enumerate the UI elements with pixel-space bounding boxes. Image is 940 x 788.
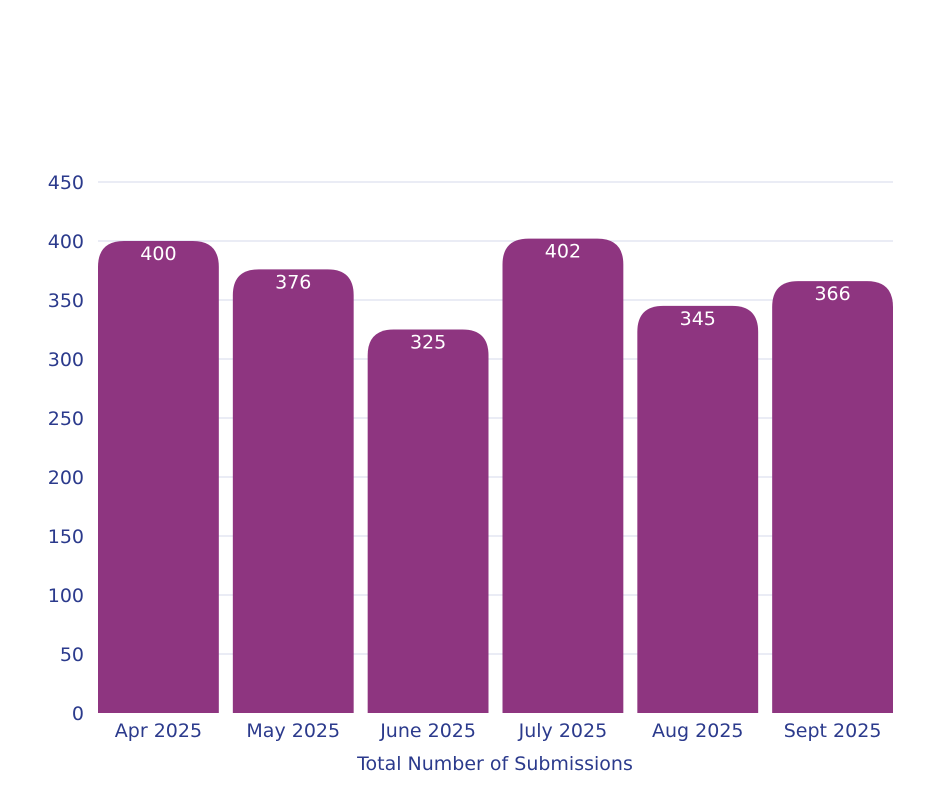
x-axis-categories: Apr 2025 May 2025 June 2025 July 2025 Aug 20… [115, 720, 882, 742]
bar [232, 269, 354, 713]
x-axis-title: Total Number of Submissions [356, 753, 633, 775]
y-tick-label: 350 [48, 290, 84, 312]
bars [98, 238, 893, 713]
bar-value-label: 376 [275, 271, 311, 293]
data-labels: 400 376 325 402 345 366 [140, 241, 850, 354]
x-category-label: May 2025 [246, 720, 340, 742]
x-category-label: Sept 2025 [784, 720, 882, 742]
bar-value-label: 366 [814, 283, 850, 305]
gridlines [98, 181, 893, 655]
bar [502, 238, 624, 713]
bar [367, 329, 489, 713]
bar-value-label: 400 [140, 243, 176, 265]
y-tick-label: 0 [72, 703, 84, 725]
y-tick-label: 150 [48, 526, 84, 548]
bar [98, 241, 219, 713]
bar [637, 305, 759, 713]
y-tick-label: 50 [60, 644, 84, 666]
x-category-label: July 2025 [518, 720, 608, 742]
bar-value-label: 402 [545, 241, 581, 263]
y-axis-ticks: 0 50 100 150 200 250 300 350 400 450 [48, 172, 84, 725]
bar-value-label: 345 [680, 308, 716, 330]
x-category-label: Aug 2025 [652, 720, 744, 742]
y-tick-label: 250 [48, 408, 84, 430]
x-category-label: June 2025 [379, 720, 476, 742]
y-tick-label: 300 [48, 349, 84, 371]
bar-value-label: 325 [410, 332, 446, 354]
y-tick-label: 200 [48, 467, 84, 489]
bar [772, 281, 893, 713]
y-tick-label: 450 [48, 172, 84, 194]
y-tick-label: 100 [48, 585, 84, 607]
y-tick-label: 400 [48, 231, 84, 253]
x-category-label: Apr 2025 [115, 720, 202, 742]
